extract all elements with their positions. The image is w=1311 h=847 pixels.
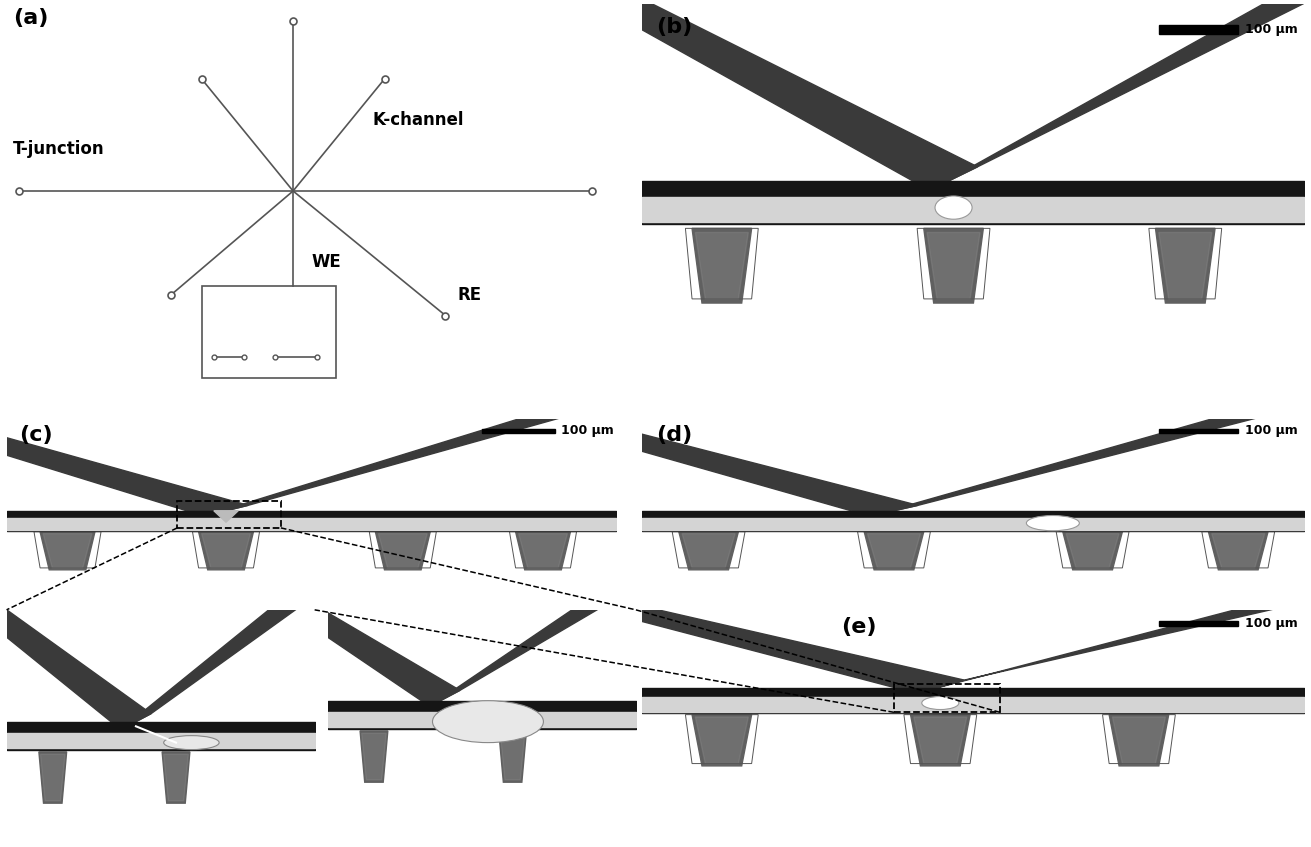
Polygon shape <box>1211 534 1265 567</box>
Text: RE: RE <box>458 285 482 304</box>
Polygon shape <box>695 232 749 299</box>
Text: 100 μm: 100 μm <box>561 424 614 437</box>
Polygon shape <box>929 0 1311 191</box>
Polygon shape <box>692 715 751 766</box>
Bar <box>1159 25 1238 34</box>
Text: T-junction: T-junction <box>13 141 105 158</box>
Text: 100 μm: 100 μm <box>1245 617 1298 630</box>
Polygon shape <box>164 754 189 801</box>
Ellipse shape <box>164 735 219 750</box>
Polygon shape <box>41 532 94 570</box>
Polygon shape <box>924 229 983 303</box>
Polygon shape <box>868 534 920 567</box>
Polygon shape <box>509 586 965 694</box>
Polygon shape <box>522 0 978 191</box>
Text: (d): (d) <box>656 425 692 445</box>
Polygon shape <box>39 752 67 803</box>
Bar <box>202 286 336 378</box>
Polygon shape <box>121 586 328 729</box>
Polygon shape <box>362 734 387 780</box>
Polygon shape <box>498 731 527 783</box>
Bar <box>1159 429 1238 433</box>
Polygon shape <box>871 400 1311 516</box>
Text: WE: WE <box>312 252 341 270</box>
Polygon shape <box>1155 229 1215 303</box>
Text: (a): (a) <box>13 8 49 29</box>
Text: K-channel: K-channel <box>372 112 464 130</box>
Polygon shape <box>695 717 749 764</box>
Polygon shape <box>430 586 637 706</box>
Bar <box>177 501 281 528</box>
Polygon shape <box>515 532 570 570</box>
Text: (c): (c) <box>18 425 52 445</box>
Polygon shape <box>1066 534 1120 567</box>
Polygon shape <box>361 731 388 783</box>
Polygon shape <box>1209 532 1268 570</box>
Polygon shape <box>163 752 190 803</box>
Polygon shape <box>463 400 918 516</box>
Bar <box>482 429 556 433</box>
Polygon shape <box>692 229 751 303</box>
Polygon shape <box>864 532 924 570</box>
Polygon shape <box>679 532 738 570</box>
Polygon shape <box>41 754 66 801</box>
Polygon shape <box>1159 232 1211 299</box>
Circle shape <box>1027 516 1079 531</box>
Bar <box>1159 621 1238 627</box>
Polygon shape <box>927 232 981 299</box>
Polygon shape <box>379 534 427 567</box>
Text: (b): (b) <box>656 17 692 36</box>
Polygon shape <box>916 586 1311 694</box>
Polygon shape <box>0 586 151 729</box>
Polygon shape <box>911 715 970 766</box>
Polygon shape <box>501 734 524 780</box>
Circle shape <box>922 696 958 710</box>
Polygon shape <box>682 534 735 567</box>
Polygon shape <box>202 534 250 567</box>
Polygon shape <box>0 400 248 516</box>
Text: 100 μm: 100 μm <box>1245 23 1298 36</box>
Polygon shape <box>198 532 253 570</box>
Polygon shape <box>253 586 460 706</box>
Bar <box>894 684 1000 712</box>
Polygon shape <box>1113 717 1165 764</box>
Ellipse shape <box>433 700 543 743</box>
Polygon shape <box>519 534 568 567</box>
Circle shape <box>935 196 971 219</box>
Polygon shape <box>1063 532 1122 570</box>
Polygon shape <box>205 400 624 516</box>
Polygon shape <box>1109 715 1168 766</box>
Polygon shape <box>214 511 239 522</box>
Polygon shape <box>375 532 430 570</box>
Text: (e): (e) <box>842 617 877 637</box>
Polygon shape <box>43 534 92 567</box>
Text: 100 μm: 100 μm <box>1245 424 1298 437</box>
Polygon shape <box>914 717 966 764</box>
